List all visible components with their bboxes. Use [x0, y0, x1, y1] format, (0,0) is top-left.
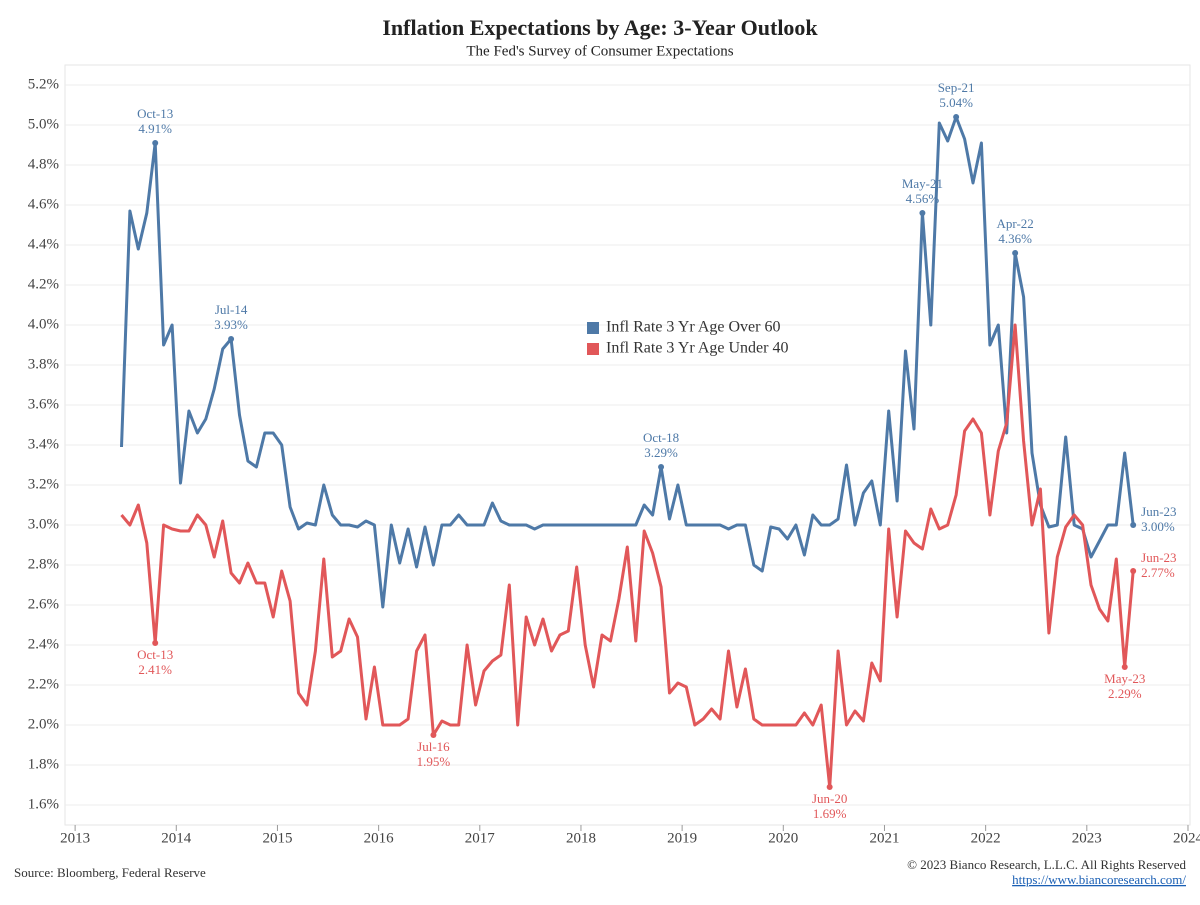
point-date-label: Jun-23	[1141, 504, 1176, 519]
point-date-label: Jul-16	[417, 739, 450, 754]
point-date-label: Jun-20	[812, 791, 847, 806]
series-line	[120, 115, 1135, 609]
point-date-label: Jun-23	[1141, 550, 1176, 565]
y-tick-label: 3.8%	[28, 356, 59, 372]
point-value-label: 1.95%	[417, 754, 451, 769]
x-tick-label: 2013	[60, 830, 90, 846]
point-value-label: 4.56%	[906, 191, 940, 206]
point-date-label: Apr-22	[996, 216, 1033, 231]
x-tick-label: 2023	[1072, 830, 1102, 846]
y-tick-label: 4.2%	[28, 276, 59, 292]
point-date-label: Oct-18	[643, 430, 679, 445]
point-date-label: Oct-13	[137, 106, 173, 121]
y-tick-label: 4.6%	[28, 196, 59, 212]
point-value-label: 2.29%	[1108, 686, 1142, 701]
annotated-point	[152, 640, 159, 646]
y-tick-label: 1.8%	[28, 756, 59, 772]
annotated-point	[919, 210, 926, 216]
source-note: Source: Bloomberg, Federal Reserve	[14, 865, 206, 880]
point-value-label: 4.36%	[998, 231, 1032, 246]
y-tick-label: 2.2%	[28, 676, 59, 692]
y-tick-label: 3.2%	[28, 476, 59, 492]
point-date-label: May-23	[1104, 671, 1145, 686]
y-tick-label: 3.0%	[28, 516, 59, 532]
point-value-label: 3.00%	[1141, 519, 1175, 534]
point-value-label: 4.91%	[138, 121, 172, 136]
legend-label: Infl Rate 3 Yr Age Over 60	[606, 319, 780, 336]
y-tick-label: 4.0%	[28, 316, 59, 332]
point-value-label: 2.41%	[138, 662, 172, 677]
x-tick-label: 2020	[768, 830, 798, 846]
x-tick-label: 2021	[869, 830, 899, 846]
point-date-label: May-21	[902, 176, 943, 191]
x-tick-label: 2017	[465, 830, 496, 846]
y-tick-label: 4.8%	[28, 156, 59, 172]
x-tick-label: 2015	[262, 830, 292, 846]
y-tick-label: 4.4%	[28, 236, 59, 252]
y-tick-label: 3.6%	[28, 396, 59, 412]
point-date-label: Sep-21	[938, 80, 975, 95]
annotated-point	[1130, 568, 1137, 574]
source-link[interactable]: https://www.biancoresearch.com/	[1012, 872, 1186, 887]
x-tick-label: 2016	[364, 830, 395, 846]
annotated-point	[1130, 522, 1137, 528]
point-value-label: 3.29%	[644, 445, 678, 460]
y-tick-label: 1.6%	[28, 796, 59, 812]
chart-subtitle: The Fed's Survey of Consumer Expectation…	[466, 43, 733, 59]
chart-title: Inflation Expectations by Age: 3-Year Ou…	[382, 15, 818, 40]
copyright: © 2023 Bianco Research, L.L.C. All Right…	[907, 857, 1186, 872]
y-tick-label: 5.2%	[28, 76, 59, 92]
series-line	[120, 323, 1135, 789]
annotated-point	[430, 732, 437, 738]
x-tick-label: 2022	[971, 830, 1001, 846]
point-value-label: 1.69%	[813, 806, 847, 821]
legend-swatch	[587, 322, 599, 334]
annotated-point	[1121, 664, 1128, 670]
annotated-point	[826, 784, 833, 790]
legend-swatch	[587, 343, 599, 355]
point-date-label: Oct-13	[137, 647, 173, 662]
x-tick-label: 2019	[667, 830, 697, 846]
y-tick-label: 2.8%	[28, 556, 59, 572]
legend-label: Infl Rate 3 Yr Age Under 40	[606, 340, 788, 357]
y-tick-label: 2.4%	[28, 636, 59, 652]
annotated-point	[953, 114, 960, 120]
x-tick-label: 2024	[1173, 830, 1200, 846]
annotated-point	[152, 140, 159, 146]
annotated-point	[658, 464, 665, 470]
y-tick-label: 2.0%	[28, 716, 59, 732]
point-value-label: 2.77%	[1141, 565, 1175, 580]
annotated-point	[228, 336, 235, 342]
x-tick-label: 2018	[566, 830, 596, 846]
y-tick-label: 2.6%	[28, 596, 59, 612]
y-tick-label: 5.0%	[28, 116, 59, 132]
point-value-label: 5.04%	[939, 95, 973, 110]
x-tick-label: 2014	[161, 830, 192, 846]
annotated-point	[1012, 250, 1019, 256]
point-value-label: 3.93%	[214, 317, 248, 332]
point-date-label: Jul-14	[215, 302, 248, 317]
y-tick-label: 3.4%	[28, 436, 59, 452]
